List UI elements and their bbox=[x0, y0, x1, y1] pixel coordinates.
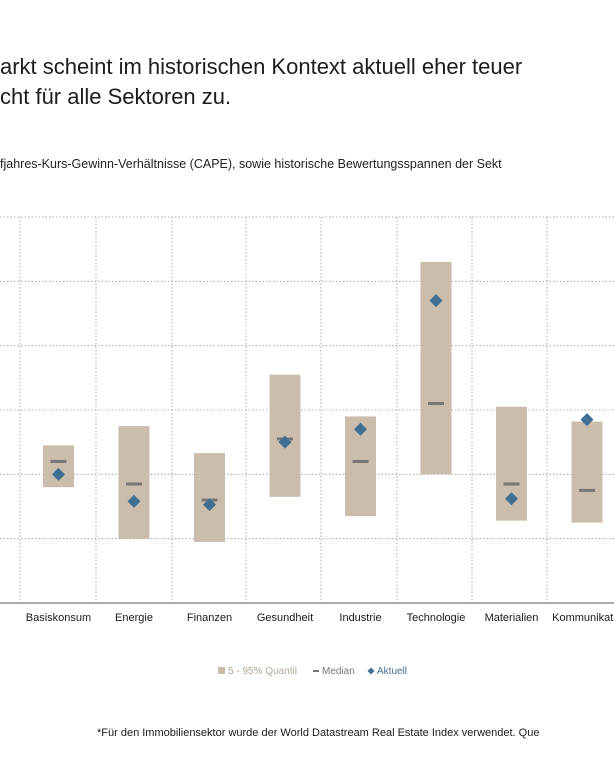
current-marker-4 bbox=[278, 435, 292, 449]
median-mark-1 bbox=[50, 459, 67, 463]
current-marker-6 bbox=[429, 294, 443, 308]
x-tick-label-6: Technologie bbox=[407, 612, 466, 624]
footnote: *Für den Immobiliensektor wurde der Worl… bbox=[97, 727, 540, 739]
legend-median-swatch bbox=[313, 670, 319, 672]
range-bar-6 bbox=[420, 262, 452, 475]
x-tick-label-8: Kommunikatio bbox=[552, 612, 614, 624]
headline: arkt scheint im historischen Kontext akt… bbox=[0, 52, 614, 112]
legend-median-label: Median bbox=[322, 666, 355, 677]
current-marker-3 bbox=[203, 498, 216, 512]
x-tick-label-7: Materialien bbox=[485, 612, 539, 624]
legend-current-swatch bbox=[367, 667, 375, 675]
headline-line-1: arkt scheint im historischen Kontext akt… bbox=[0, 54, 523, 79]
current-marker-5 bbox=[354, 422, 367, 436]
legend-range-swatch bbox=[218, 667, 225, 674]
x-tick-label-2: Energie bbox=[115, 612, 153, 624]
median-mark-2 bbox=[126, 482, 142, 486]
median-mark-8 bbox=[579, 488, 595, 492]
chart-subtitle: fjahres-Kurs-Gewinn-Verhältnisse (CAPE),… bbox=[0, 157, 502, 171]
current-marker-1 bbox=[52, 467, 65, 481]
current-marker-8 bbox=[580, 413, 594, 427]
x-tick-label-4: Gesundheit bbox=[257, 612, 313, 624]
median-mark-5 bbox=[352, 459, 369, 463]
legend-current-label: Aktuell bbox=[377, 666, 407, 677]
range-bar-8 bbox=[571, 421, 603, 523]
current-marker-2 bbox=[127, 494, 141, 508]
range-bar-3 bbox=[194, 453, 225, 542]
range-bar-2 bbox=[118, 426, 150, 539]
median-mark-6 bbox=[428, 402, 444, 406]
x-tick-label-3: Finanzen bbox=[187, 612, 232, 624]
headline-line-2: cht für alle Sektoren zu. bbox=[0, 84, 232, 109]
x-tick-label-5: Industrie bbox=[339, 612, 381, 624]
legend-range-label: 5 - 95% Quantil bbox=[228, 666, 297, 677]
x-tick-label-1: Basiskonsum bbox=[26, 612, 91, 624]
median-mark-7 bbox=[503, 482, 520, 486]
current-marker-7 bbox=[505, 492, 518, 506]
range-bar-1 bbox=[43, 445, 74, 488]
